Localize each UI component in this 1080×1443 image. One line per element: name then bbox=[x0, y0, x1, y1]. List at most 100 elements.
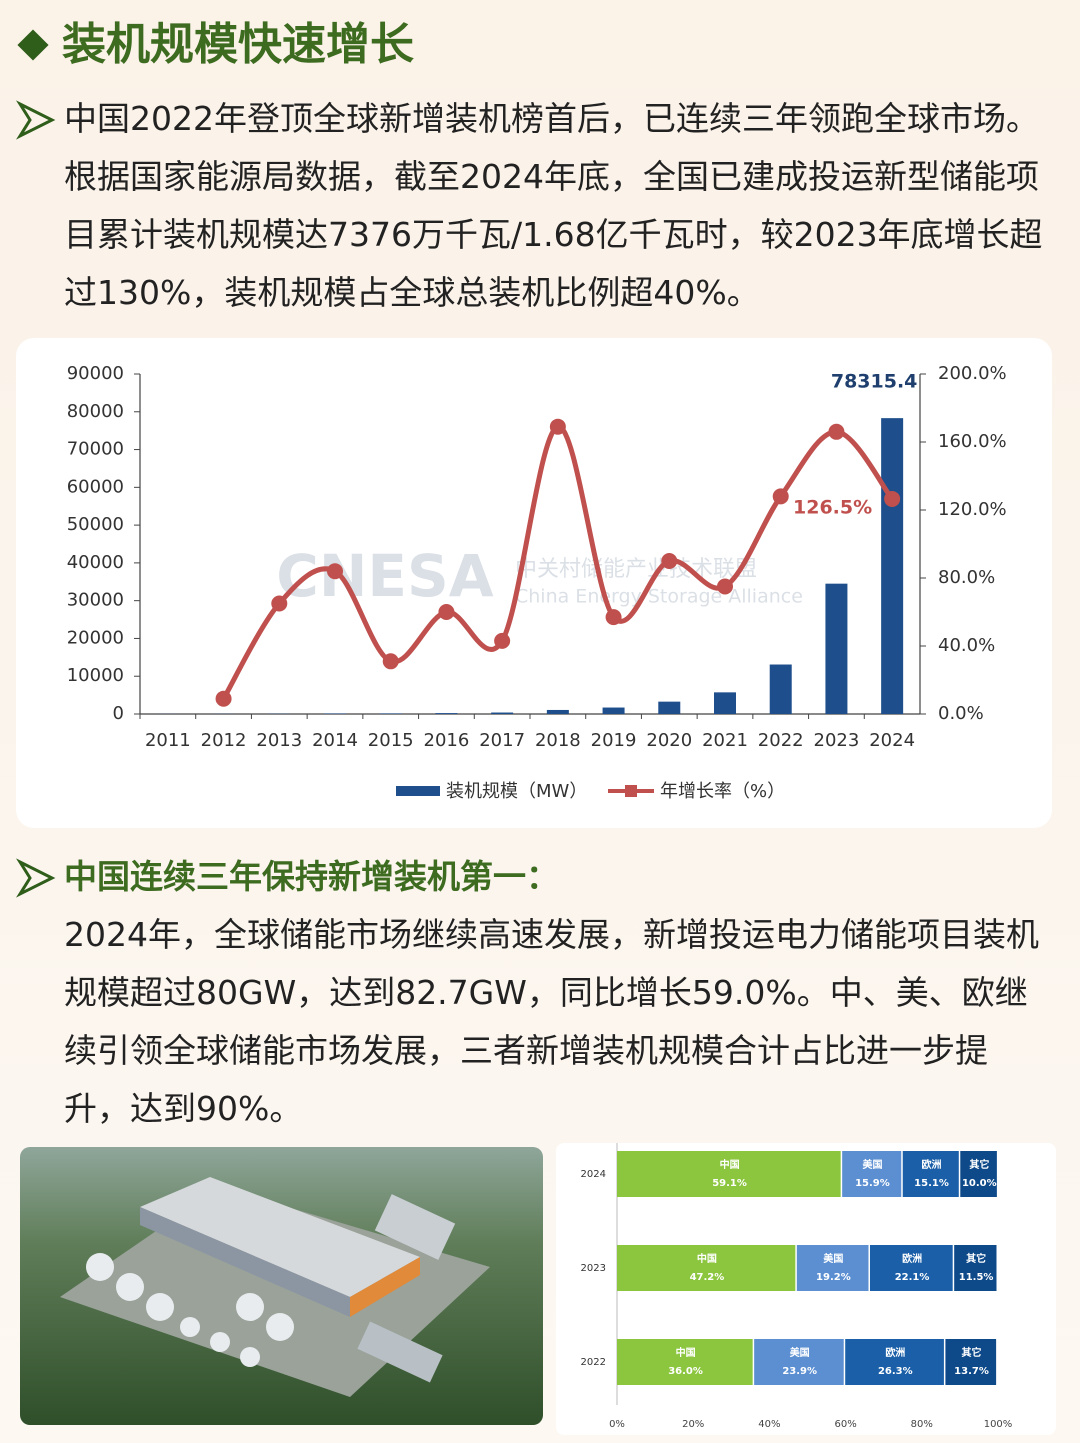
bar-segment bbox=[945, 1339, 997, 1385]
y2-tick-label: 80.0% bbox=[938, 567, 995, 588]
data-label: 10.0% bbox=[962, 1178, 997, 1189]
y2-tick-label: 160.0% bbox=[938, 431, 1007, 452]
bar bbox=[825, 583, 848, 714]
bar bbox=[714, 692, 736, 714]
paragraph: 中国2022年登顶全球新增装机榜首后，已连续三年领跑全球市场。根据国家能源局数据… bbox=[64, 99, 1043, 312]
y-tick-label: 10000 bbox=[67, 665, 124, 686]
bar bbox=[658, 701, 681, 714]
bar-segment bbox=[796, 1245, 869, 1291]
x-tick-label: 2013 bbox=[256, 730, 302, 751]
y-tick-label: 2022 bbox=[581, 1357, 606, 1368]
bar-segment bbox=[845, 1339, 944, 1385]
watermark: CNESA bbox=[276, 542, 493, 610]
bar-segment bbox=[869, 1245, 953, 1291]
y-tick-label: 30000 bbox=[67, 590, 124, 611]
x-tick-label: 20% bbox=[682, 1419, 704, 1430]
line-marker bbox=[382, 653, 399, 670]
arrow-icon bbox=[16, 100, 56, 140]
line-marker bbox=[327, 563, 343, 580]
y2-tick-label: 0.0% bbox=[938, 703, 984, 724]
x-tick-label: 2019 bbox=[591, 730, 637, 751]
data-label: 15.1% bbox=[914, 1178, 949, 1189]
segment-name: 中国 bbox=[720, 1158, 740, 1171]
line-marker bbox=[215, 690, 232, 707]
data-label: 23.9% bbox=[782, 1366, 817, 1377]
arrow-icon bbox=[16, 858, 56, 898]
bar-segment bbox=[842, 1151, 902, 1197]
x-tick-label: 2020 bbox=[646, 730, 692, 751]
bar bbox=[491, 712, 514, 714]
x-tick-label: 2016 bbox=[424, 730, 470, 751]
x-tick-label: 2014 bbox=[312, 730, 358, 751]
y-tick-label: 2023 bbox=[581, 1263, 606, 1274]
bar-segment bbox=[754, 1339, 844, 1385]
paragraph: 2024年，全球储能市场继续高速发展，新增投运电力储能项目装机规模超过80GW，… bbox=[64, 915, 1039, 1128]
line-marker bbox=[828, 423, 845, 440]
segment-name: 中国 bbox=[697, 1252, 717, 1265]
page-title: 装机规模快速增长 bbox=[62, 19, 414, 70]
x-tick-label: 0% bbox=[609, 1419, 625, 1430]
x-tick-label: 2015 bbox=[368, 730, 414, 751]
segment-name: 欧洲 bbox=[902, 1252, 922, 1265]
x-tick-label: 2021 bbox=[702, 730, 748, 751]
y-tick-label: 20000 bbox=[67, 627, 124, 648]
combo-chart: CNESA 中关村储能产业技术联盟 China Energy Storage All… bbox=[67, 363, 1007, 802]
line-marker bbox=[661, 553, 678, 569]
data-label: 36.0% bbox=[668, 1366, 703, 1377]
bar bbox=[602, 707, 625, 714]
segment-name: 欧洲 bbox=[885, 1346, 905, 1359]
segment-name: 其它 bbox=[966, 1252, 986, 1265]
bar-segment bbox=[617, 1339, 753, 1385]
legend-swatch bbox=[625, 785, 637, 797]
y-tick-label: 90000 bbox=[67, 363, 124, 384]
plant-photo bbox=[20, 1147, 543, 1425]
y-tick-label: 0 bbox=[113, 703, 124, 724]
line-marker bbox=[884, 490, 901, 507]
data-label: 126.5% bbox=[793, 496, 872, 518]
x-tick-label: 60% bbox=[834, 1419, 856, 1430]
data-label: 59.1% bbox=[712, 1178, 747, 1189]
bar bbox=[769, 664, 792, 714]
bar-segment bbox=[617, 1151, 841, 1197]
stacked-bar-chart: CNESA0%20%40%60%80%100%2024中国59.1%美国15.9… bbox=[581, 1143, 1013, 1430]
data-label: 13.7% bbox=[954, 1366, 989, 1377]
line-marker bbox=[271, 595, 288, 612]
x-tick-label: 2022 bbox=[758, 730, 804, 751]
x-tick-label: 80% bbox=[911, 1419, 933, 1430]
watermark: China Energy Storage Alliance bbox=[515, 586, 803, 608]
data-label: 22.1% bbox=[895, 1272, 930, 1283]
bar-segment bbox=[960, 1151, 997, 1197]
bar bbox=[546, 709, 569, 714]
y-tick-label: 80000 bbox=[67, 401, 124, 422]
legend-label: 装机规模（MW） bbox=[446, 781, 587, 802]
segment-name: 美国 bbox=[790, 1346, 810, 1359]
x-tick-label: 100% bbox=[984, 1419, 1013, 1430]
legend-label: 年增长率（%） bbox=[660, 781, 785, 802]
data-label: 78315.4 bbox=[831, 371, 918, 393]
y-tick-label: 60000 bbox=[67, 476, 124, 497]
segment-name: 其它 bbox=[969, 1158, 989, 1171]
data-label: 47.2% bbox=[690, 1272, 725, 1283]
x-tick-label: 2018 bbox=[535, 730, 581, 751]
section-heading: 中国连续三年保持新增装机第一： bbox=[64, 857, 559, 896]
line-marker bbox=[549, 418, 566, 435]
data-label: 19.2% bbox=[816, 1272, 851, 1283]
x-tick-label: 40% bbox=[758, 1419, 780, 1430]
bar-segment bbox=[617, 1245, 796, 1291]
line-marker bbox=[605, 609, 622, 626]
legend-swatch bbox=[396, 786, 440, 796]
y2-tick-label: 200.0% bbox=[938, 363, 1007, 384]
x-tick-label: 2011 bbox=[145, 730, 191, 751]
x-tick-label: 2012 bbox=[201, 730, 247, 751]
line-marker bbox=[717, 578, 733, 595]
data-label: 11.5% bbox=[959, 1272, 994, 1283]
y2-tick-label: 120.0% bbox=[938, 499, 1007, 520]
diamond-icon bbox=[17, 29, 49, 61]
segment-name: 中国 bbox=[676, 1346, 696, 1359]
segment-name: 其它 bbox=[962, 1346, 982, 1359]
line-marker bbox=[772, 488, 789, 505]
line-marker bbox=[438, 604, 455, 620]
bar-segment bbox=[954, 1245, 997, 1291]
y2-tick-label: 40.0% bbox=[938, 635, 995, 656]
